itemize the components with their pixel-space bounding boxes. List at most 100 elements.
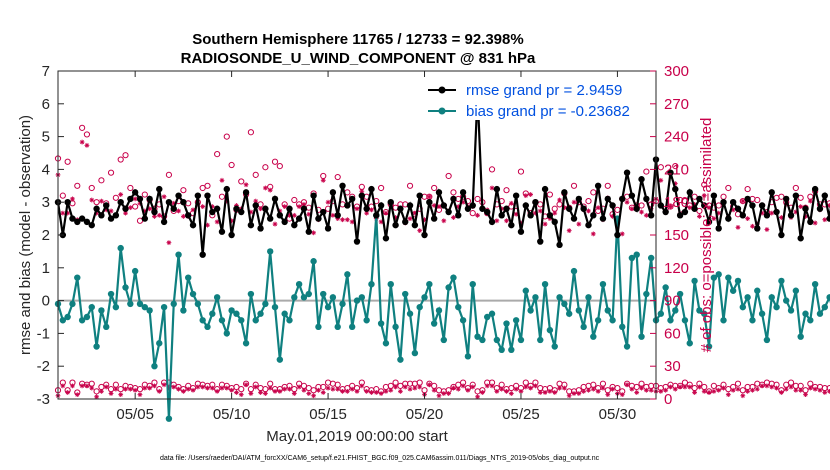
obs-assimilated-stroke bbox=[128, 387, 133, 392]
obs-assimilated-point bbox=[668, 384, 673, 390]
bias-point bbox=[262, 300, 269, 308]
obs-assimilated-point bbox=[658, 388, 664, 394]
bias-point bbox=[686, 340, 693, 347]
bias-point bbox=[440, 336, 448, 344]
rmse-point bbox=[127, 195, 134, 203]
obs-assimilated-point bbox=[697, 384, 702, 390]
obs-possible-point bbox=[228, 161, 235, 169]
obs-assimilated-point bbox=[311, 393, 316, 399]
bias-point bbox=[768, 294, 775, 301]
obs-assimilated-stroke bbox=[779, 390, 784, 395]
rmse-point bbox=[522, 202, 529, 209]
obs-assimilated-point bbox=[793, 387, 799, 393]
obs-assimilated-stroke bbox=[186, 387, 191, 392]
rmse-point bbox=[228, 231, 235, 239]
bias-point bbox=[498, 346, 505, 353]
obs-possible-point bbox=[127, 184, 134, 192]
rmse-point bbox=[320, 208, 327, 216]
bias-point bbox=[739, 303, 747, 311]
obs-assimilated-point bbox=[725, 392, 731, 398]
bias-point bbox=[416, 303, 423, 311]
rmse-point bbox=[363, 205, 370, 212]
obs-assimilated-stroke bbox=[215, 219, 220, 224]
bias-point bbox=[676, 290, 684, 298]
rmse-point bbox=[484, 208, 491, 216]
rmse-point bbox=[778, 231, 785, 239]
rmse-point bbox=[464, 205, 472, 212]
bias-point bbox=[643, 290, 650, 298]
rmse-point bbox=[141, 215, 149, 222]
rmse-point bbox=[310, 192, 317, 199]
bias-point bbox=[421, 294, 428, 301]
obs-assimilated-point bbox=[229, 387, 235, 393]
rmse-point bbox=[344, 202, 351, 209]
obs-possible-point bbox=[334, 173, 341, 181]
obs-assimilated-point bbox=[441, 391, 447, 396]
obs-possible-point bbox=[233, 383, 240, 391]
rmse-point bbox=[223, 185, 230, 193]
obs-assimilated-point bbox=[426, 194, 432, 200]
obs-assimilated-point bbox=[103, 384, 109, 390]
bias-point bbox=[180, 307, 187, 314]
rmse-point bbox=[406, 202, 414, 209]
obs-assimilated-stroke bbox=[808, 386, 813, 391]
obs-assimilated-stroke bbox=[181, 389, 186, 394]
obs-possible-point bbox=[98, 177, 105, 184]
obs-assimilated-stroke bbox=[321, 178, 326, 183]
obs-assimilated-point bbox=[610, 386, 615, 392]
obs-assimilated-point bbox=[735, 224, 741, 230]
obs-assimilated-stroke bbox=[707, 205, 712, 210]
rmse-point bbox=[657, 202, 665, 209]
bias-point bbox=[763, 336, 771, 344]
obs-assimilated-point bbox=[142, 385, 148, 391]
bias-point bbox=[628, 254, 636, 262]
obs-assimilated-point bbox=[557, 197, 562, 203]
bias-point bbox=[459, 317, 467, 324]
obs-assimilated-point bbox=[750, 223, 755, 229]
obs-assimilated-stroke bbox=[282, 204, 287, 209]
obs-assimilated-point bbox=[113, 386, 119, 392]
obs-assimilated-point bbox=[65, 390, 71, 395]
obs-assimilated-point bbox=[663, 387, 669, 393]
obs-possible-point bbox=[604, 182, 611, 189]
rmse-point bbox=[329, 189, 337, 196]
rmse-point bbox=[551, 218, 558, 226]
rmse-point bbox=[392, 221, 399, 229]
obs-assimilated-stroke bbox=[166, 240, 171, 245]
obs-assimilated-point bbox=[788, 384, 794, 390]
obs-assimilated-stroke bbox=[109, 208, 114, 213]
rmse-point bbox=[715, 225, 722, 232]
obs-assimilated-point bbox=[224, 385, 230, 391]
rmse-point bbox=[257, 225, 264, 232]
bias-point bbox=[469, 281, 476, 288]
bias-point bbox=[247, 290, 255, 298]
obs-possible-point bbox=[378, 184, 385, 192]
bias-point bbox=[83, 313, 91, 321]
legend: rmse grand pr = 2.9459 bias grand pr = -… bbox=[420, 78, 648, 120]
obs-assimilated-stroke bbox=[596, 205, 601, 210]
rmse-point bbox=[619, 195, 626, 203]
rmse-point bbox=[527, 212, 534, 219]
obs-assimilated-point bbox=[219, 385, 225, 391]
obs-assimilated-stroke bbox=[181, 214, 186, 219]
rmse-point bbox=[594, 182, 602, 189]
bias-point bbox=[218, 317, 226, 324]
obs-assimilated-point bbox=[552, 390, 558, 395]
obs-assimilated-stroke bbox=[99, 199, 104, 204]
obs-possible-point bbox=[474, 195, 481, 203]
rmse-point bbox=[262, 205, 269, 212]
bias-point bbox=[527, 307, 534, 314]
obs-assimilated-stroke bbox=[355, 389, 359, 394]
obs-assimilated-stroke bbox=[755, 387, 760, 392]
obs-assimilated-point bbox=[441, 218, 447, 224]
obs-assimilated-stroke bbox=[784, 387, 789, 392]
obs-assimilated-stroke bbox=[268, 188, 273, 193]
obs-assimilated-point bbox=[624, 199, 630, 205]
y2-tick-label: 210 bbox=[664, 161, 689, 178]
obs-possible-point bbox=[204, 182, 211, 189]
rmse-point bbox=[165, 199, 173, 206]
obs-assimilated-point bbox=[571, 199, 577, 205]
obs-assimilated-point bbox=[697, 214, 702, 219]
obs-assimilated-stroke bbox=[80, 383, 85, 388]
obs-assimilated-stroke bbox=[408, 216, 413, 221]
